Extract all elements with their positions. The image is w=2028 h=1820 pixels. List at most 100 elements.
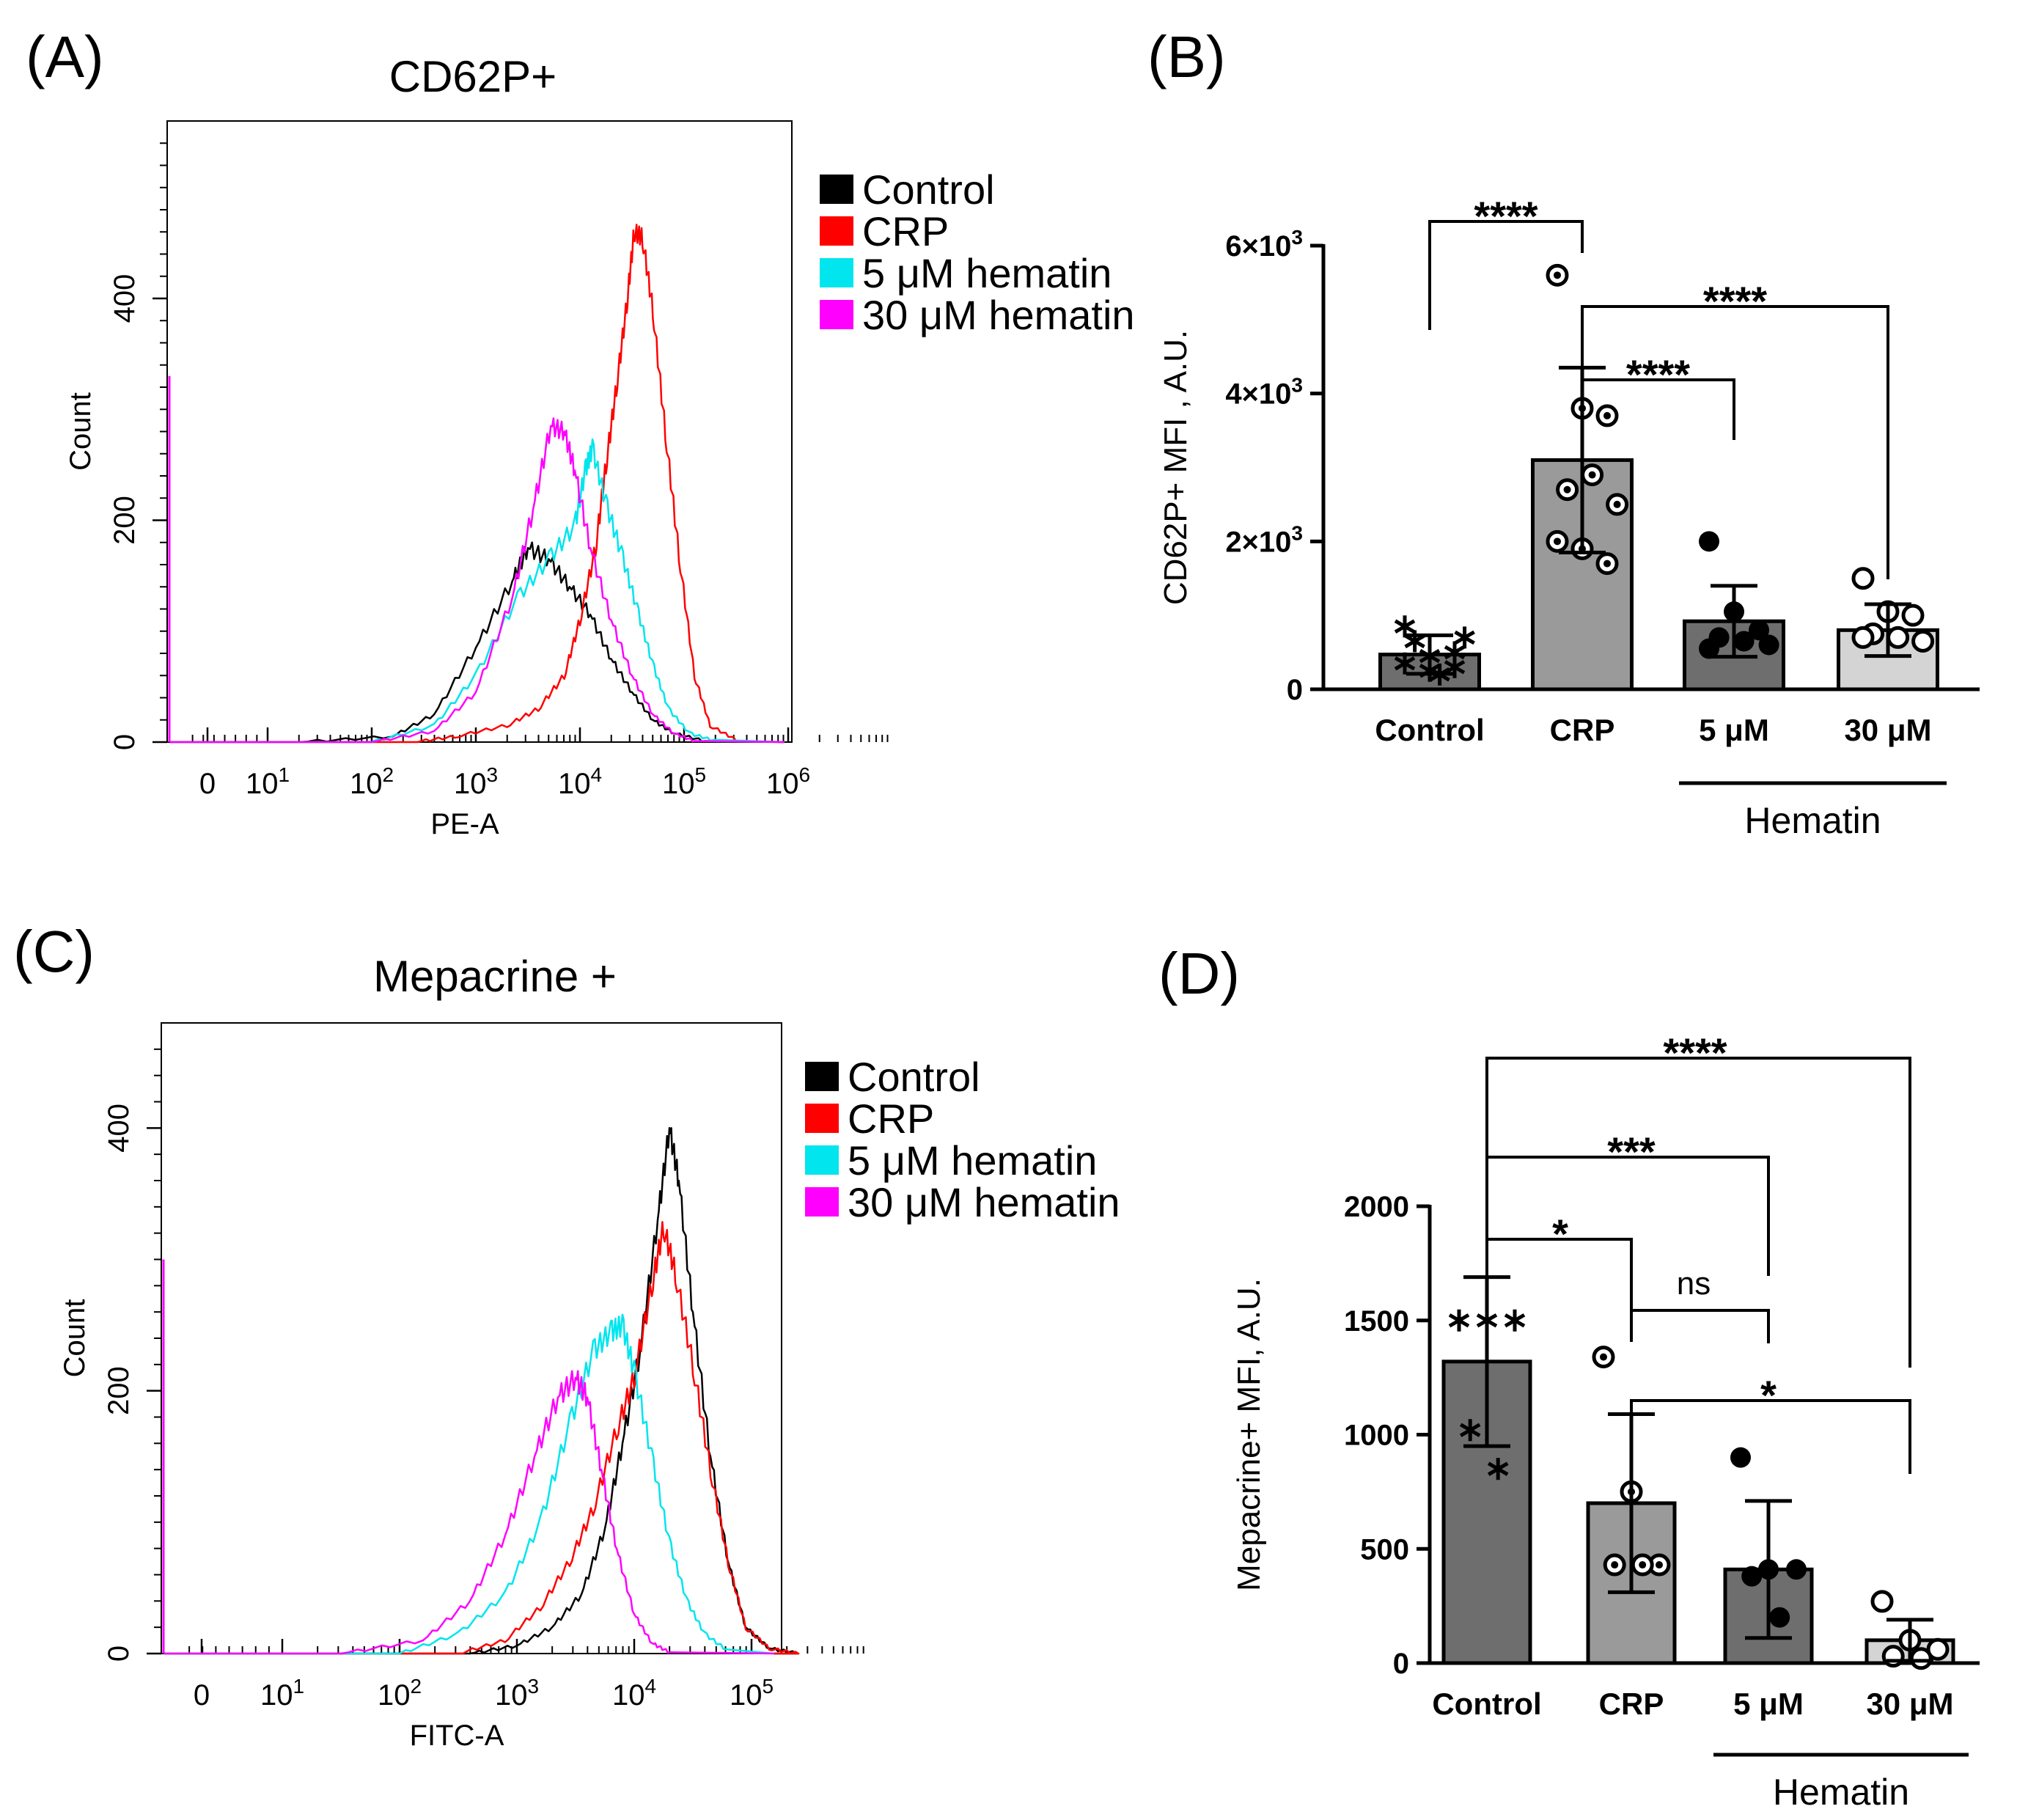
panel-b-point-5-um	[1699, 531, 1719, 552]
panel-c-series-crp	[164, 1221, 800, 1655]
panel-d-y-tick-label-base: 1500	[1344, 1305, 1409, 1338]
panel-d-significance-label: ***	[1607, 1129, 1656, 1175]
panel-b-point-control	[1394, 652, 1416, 675]
panel-a-series-30-um-hematin	[170, 417, 785, 744]
panel-b-point-crp-center	[1563, 485, 1571, 493]
panel-a-x-tick-label-base: 10	[350, 768, 383, 800]
panel-c-y-tick-label: 200	[103, 1366, 135, 1415]
panel-b-significance-label: ****	[1474, 193, 1537, 239]
panel-d-point-30-um	[1870, 1590, 1894, 1613]
panel-b-point-control	[1394, 615, 1416, 638]
panel-d-point-5-um	[1769, 1607, 1790, 1628]
panel-d-category-label-control: Control	[1432, 1687, 1541, 1721]
panel-b-y-tick-label-base: 2×10	[1225, 526, 1291, 558]
panel-b-point-crp-center	[1613, 500, 1621, 508]
panel-b-point-control-stroke	[1394, 619, 1416, 634]
panel-b-category-label-control: Control	[1375, 713, 1484, 747]
panel-d-point-crp	[1603, 1553, 1626, 1577]
panel-a-series-5-um-hematin	[170, 438, 785, 744]
panel-d-y-tick-label: 1000	[1344, 1420, 1409, 1452]
panel-c-y-tick-label: 0	[103, 1645, 135, 1662]
panel-d-y-tick-label-base: 2000	[1344, 1191, 1409, 1223]
panel-b-point-crp-center	[1554, 271, 1561, 279]
panel-d-category-label-5-um: 5 μM	[1733, 1687, 1804, 1721]
panel-d-point-5-um-disc	[1769, 1607, 1790, 1628]
panel-b-point-5-um	[1758, 634, 1779, 656]
panel-b-significance-label: ****	[1703, 278, 1767, 324]
panel-d-letter: (D)	[1158, 941, 1240, 1006]
panel-a-x-axis-label: PE-A	[430, 808, 499, 840]
panel-c-x-axis-label: FITC-A	[410, 1720, 504, 1752]
panel-d-point-control	[1448, 1309, 1470, 1332]
panel-b-significance-bracket	[1428, 220, 1584, 330]
panel-a-x-tick-label: 101	[246, 763, 290, 800]
panel-a-x-tick-label: 0	[199, 768, 216, 800]
panel-c-x-tick-label-base: 10	[260, 1679, 293, 1711]
panel-a-x-tick-label: 102	[350, 763, 394, 800]
panel-c-x-tick-label-exp: 3	[527, 1675, 539, 1698]
panel-c-x-tick-label-base: 10	[612, 1679, 645, 1711]
panel-c-title: Mepacrine +	[373, 952, 617, 1001]
panel-b-point-control-stroke	[1444, 660, 1466, 675]
panel-c-legend-swatch-crp	[805, 1104, 839, 1133]
panel-a-x-tick-label: 104	[558, 763, 602, 800]
panel-d-y-tick-label: 1500	[1344, 1305, 1409, 1338]
panel-a-x-tick-label-exp: 5	[694, 763, 706, 786]
panel-d-significance-label: *	[1552, 1211, 1568, 1257]
panel-b-point-crp-center	[1554, 537, 1561, 546]
panel-b-point-control-stroke	[1444, 645, 1466, 660]
panel-d-point-5-um	[1786, 1559, 1807, 1580]
panel-d-category-label-30-um: 30 μM	[1866, 1687, 1953, 1721]
panel-b-y-tick-label-exp: 3	[1291, 374, 1303, 397]
panel-d-point-control	[1487, 1458, 1509, 1480]
panel-a-legend-label-control: Control	[862, 166, 995, 213]
panel-b-point-control-stroke	[1454, 630, 1475, 645]
panel-a-x-tick-label-base: 10	[246, 768, 279, 800]
panel-d-point-crp-center	[1611, 1561, 1619, 1569]
panel-d-point-30-um-ring	[1926, 1637, 1950, 1661]
panel-c-x-tick-label-exp: 4	[644, 1675, 656, 1698]
panel-a-y-tick-label: 400	[109, 274, 141, 323]
panel-c-x-tick-label-exp: 1	[293, 1675, 304, 1698]
panel-d-y-tick-label-base: 1000	[1344, 1420, 1409, 1452]
panel-b-point-5-um-disc	[1749, 620, 1769, 641]
panel-c-x-tick-label: 103	[495, 1675, 539, 1711]
panel-c-y-tick-label: 400	[103, 1104, 135, 1153]
panel-b-point-crp-center	[1588, 471, 1596, 479]
panel-d-point-crp	[1647, 1553, 1671, 1577]
panel-b-point-5-um-disc	[1699, 638, 1719, 659]
panel-b-y-tick-label-base: 6×10	[1225, 230, 1291, 263]
panel-b-point-control	[1454, 626, 1475, 649]
panel-a-series-crp	[170, 224, 785, 744]
panel-b-y-tick-label-base: 4×10	[1225, 378, 1291, 411]
panel-a-x-tick-label-base: 10	[454, 768, 487, 800]
panel-b-point-30-um-ring	[1911, 629, 1935, 653]
panel-d-point-5-um-disc	[1786, 1559, 1807, 1580]
panel-d-significance-label: ****	[1663, 1030, 1727, 1076]
panel-b-point-crp	[1595, 552, 1619, 576]
panel-a-x-tick-label-base: 10	[766, 768, 799, 800]
panel-d-y-tick-label: 500	[1360, 1533, 1409, 1566]
panel-b-point-30-um	[1851, 625, 1875, 649]
panel-d-point-control-stroke	[1487, 1461, 1509, 1476]
panel-b-category-label-5-um: 5 μM	[1699, 713, 1769, 747]
panel-a-legend-swatch-5-um-hematin	[820, 258, 853, 287]
panel-a-x-tick-label: 105	[662, 763, 706, 800]
panel-c-x-tick-label-base: 0	[194, 1679, 210, 1711]
panel-d-significance-label: *	[1760, 1372, 1777, 1418]
panel-c-x-tick-label-exp: 2	[410, 1675, 422, 1698]
panel-b-point-30-um	[1886, 625, 1910, 649]
panel-c-series-5-um-hematin	[164, 1313, 775, 1655]
panel-a-legend-swatch-crp	[820, 216, 853, 246]
panel-d-point-5-um-disc	[1741, 1566, 1763, 1587]
panel-b-point-5-um	[1749, 620, 1769, 641]
panel-d-point-30-um	[1909, 1647, 1933, 1670]
panel-a-x-tick-label-exp: 2	[382, 763, 394, 786]
panel-a-x-tick-label-base: 10	[558, 768, 591, 800]
panel-b-point-control-stroke	[1394, 656, 1416, 671]
